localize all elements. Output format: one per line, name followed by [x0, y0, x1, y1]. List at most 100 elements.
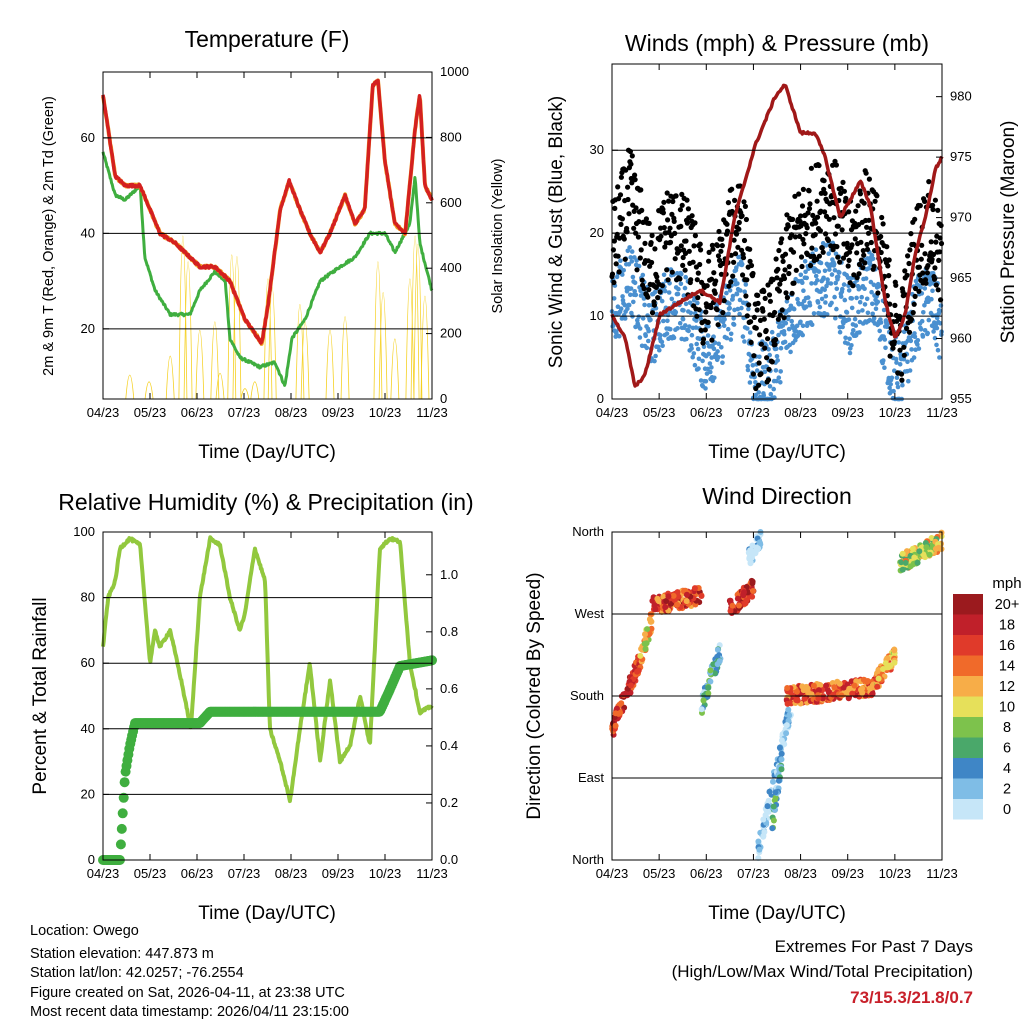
wind-direction-point — [926, 551, 933, 558]
wind-direction-point — [760, 833, 767, 840]
sonic-wind-point — [614, 274, 620, 280]
sonic-wind-point — [771, 386, 776, 392]
gust-point — [679, 191, 685, 197]
sonic-wind-point — [724, 290, 729, 296]
gust-point — [920, 270, 926, 276]
sonic-wind-point — [719, 345, 724, 350]
gust-point — [648, 240, 654, 246]
sonic-wind-point — [848, 276, 854, 281]
sonic-wind-point — [889, 375, 895, 381]
sonic-wind-point — [622, 302, 628, 308]
gust-point — [919, 242, 925, 248]
legend-swatch — [953, 717, 983, 738]
y-tick-label: East — [578, 770, 604, 785]
wind-direction-point — [849, 690, 856, 697]
sonic-wind-point — [934, 325, 940, 331]
sonic-wind-point — [676, 286, 681, 292]
wind-direction-point — [705, 684, 712, 691]
sonic-wind-point — [768, 391, 774, 397]
sonic-wind-point — [728, 337, 734, 342]
solar-ylabel: Solar Insolation (Yellow) — [490, 158, 506, 313]
sonic-wind-point — [731, 322, 737, 327]
temperature-xlabel: Time (Day/UTC) — [198, 442, 336, 463]
sonic-wind-point — [750, 363, 756, 368]
sonic-wind-point — [866, 266, 871, 271]
gust-point — [639, 277, 645, 283]
wind-direction-point — [646, 616, 653, 623]
gust-point — [625, 184, 631, 190]
temperature-title: Temperature (F) — [185, 26, 350, 52]
sonic-wind-point — [711, 346, 717, 352]
wind-direction-point — [786, 712, 793, 719]
gust-point — [840, 179, 846, 185]
gust-point — [755, 300, 761, 306]
gust-point — [868, 239, 874, 246]
gust-point — [631, 225, 637, 231]
gust-point — [761, 316, 767, 322]
sonic-wind-point — [829, 300, 834, 306]
gust-point — [816, 253, 823, 259]
wind-direction-point — [861, 677, 868, 683]
wind-direction-point — [801, 695, 808, 702]
gust-point — [887, 301, 893, 307]
y-tick-label: 20 — [81, 321, 95, 336]
gust-point — [924, 270, 931, 276]
sonic-wind-point — [687, 324, 692, 329]
legend-label: 10 — [999, 700, 1015, 716]
sonic-wind-point — [742, 339, 747, 344]
plot-frame — [611, 63, 943, 400]
gust-point — [739, 247, 745, 253]
wind-direction-point — [836, 680, 843, 687]
sonic-wind-point — [626, 262, 632, 267]
wind-direction-point — [783, 722, 790, 729]
sonic-wind-point — [840, 324, 845, 330]
gust-point — [638, 187, 644, 193]
gust-point — [825, 237, 832, 243]
gust-point — [715, 322, 721, 328]
wind-direction-point — [755, 545, 762, 552]
gust-point — [756, 360, 762, 366]
sonic-wind-point — [628, 286, 634, 291]
relative-humidity-line — [101, 535, 434, 804]
solar-insolation-spike — [144, 381, 154, 400]
gust-point — [660, 210, 667, 216]
wind-direction-point — [714, 661, 721, 668]
gust-point — [840, 255, 847, 261]
sonic-wind-point — [841, 282, 847, 287]
sonic-wind-point — [863, 276, 869, 281]
sonic-wind-point — [849, 343, 854, 348]
extremes-title: Extremes For Past 7 Days — [775, 937, 973, 956]
gust-point — [857, 191, 864, 197]
gust-point — [906, 329, 913, 335]
sonic-wind-point — [862, 286, 867, 292]
sonic-wind-point — [774, 354, 780, 359]
wind-direction-point — [635, 667, 642, 674]
sonic-wind-point — [819, 296, 825, 302]
sonic-wind-point — [920, 334, 926, 339]
gust-point — [664, 190, 670, 196]
sonic-wind-point — [737, 311, 742, 317]
sonic-wind-point — [916, 346, 922, 351]
sonic-wind-point — [897, 362, 903, 367]
sonic-wind-point — [877, 328, 882, 334]
sonic-wind-point — [843, 335, 848, 341]
gust-point — [618, 221, 624, 227]
gust-point — [864, 224, 870, 230]
x-tick-label: 05/23 — [134, 405, 167, 420]
gust-point — [626, 211, 632, 217]
sonic-wind-point — [611, 296, 617, 301]
gust-point — [625, 196, 631, 203]
gust-point — [646, 287, 652, 293]
gust-point — [874, 193, 880, 199]
y-tick-label: 60 — [81, 130, 95, 145]
gust-point — [925, 263, 931, 269]
sonic-wind-point — [813, 247, 819, 252]
gust-point — [835, 254, 841, 260]
y2-tick-label: 400 — [440, 260, 462, 275]
sonic-wind-point — [648, 317, 653, 323]
gust-point — [651, 302, 658, 308]
sonic-wind-point — [671, 335, 677, 341]
gust-point — [632, 172, 638, 178]
gust-point — [684, 197, 690, 203]
gust-point — [863, 170, 869, 176]
